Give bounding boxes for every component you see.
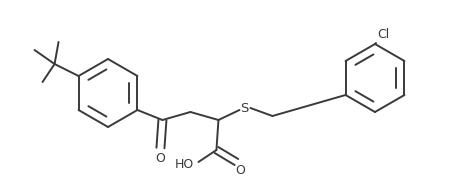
Text: Cl: Cl	[377, 28, 389, 41]
Text: HO: HO	[175, 158, 194, 171]
Text: S: S	[240, 102, 249, 115]
Text: O: O	[236, 163, 245, 177]
Text: O: O	[156, 152, 165, 164]
